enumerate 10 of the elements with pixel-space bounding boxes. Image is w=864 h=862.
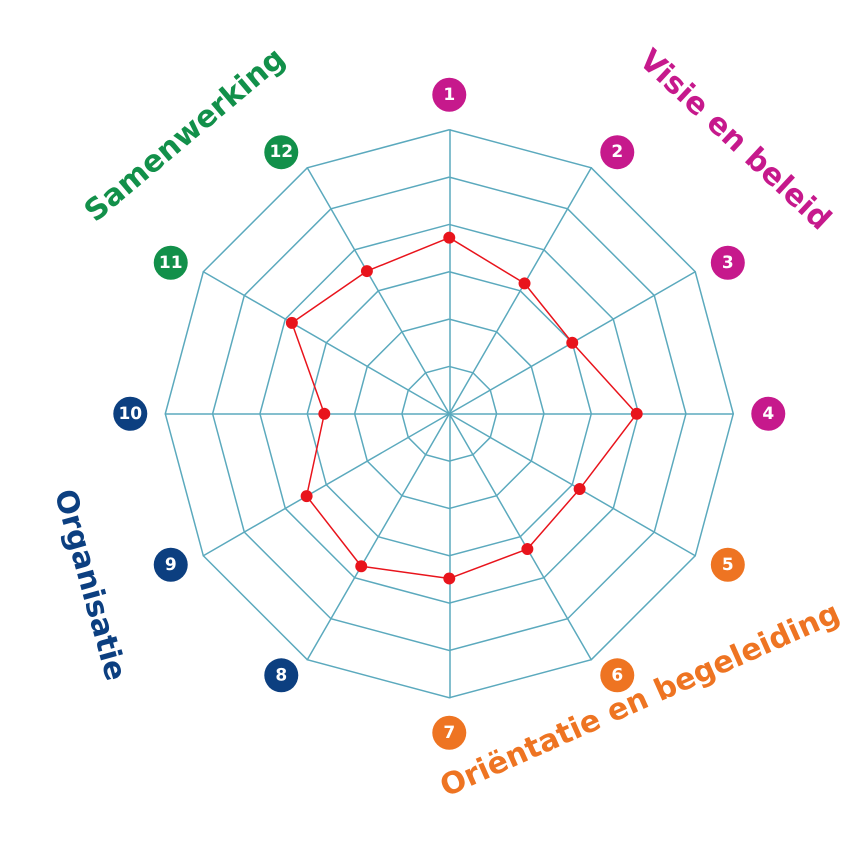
spoke-label: 6	[611, 665, 624, 686]
spoke-label: 2	[611, 142, 624, 162]
spoke-label: 9	[164, 554, 177, 575]
spoke-label: 3	[722, 252, 734, 273]
spoke-label: 4	[762, 404, 774, 424]
spoke-label: 8	[275, 665, 288, 686]
spoke-label: 5	[722, 554, 734, 575]
spoke-label: 10	[118, 404, 142, 424]
spoke-label: 1	[443, 84, 456, 105]
spoke-label: 11	[158, 252, 183, 273]
